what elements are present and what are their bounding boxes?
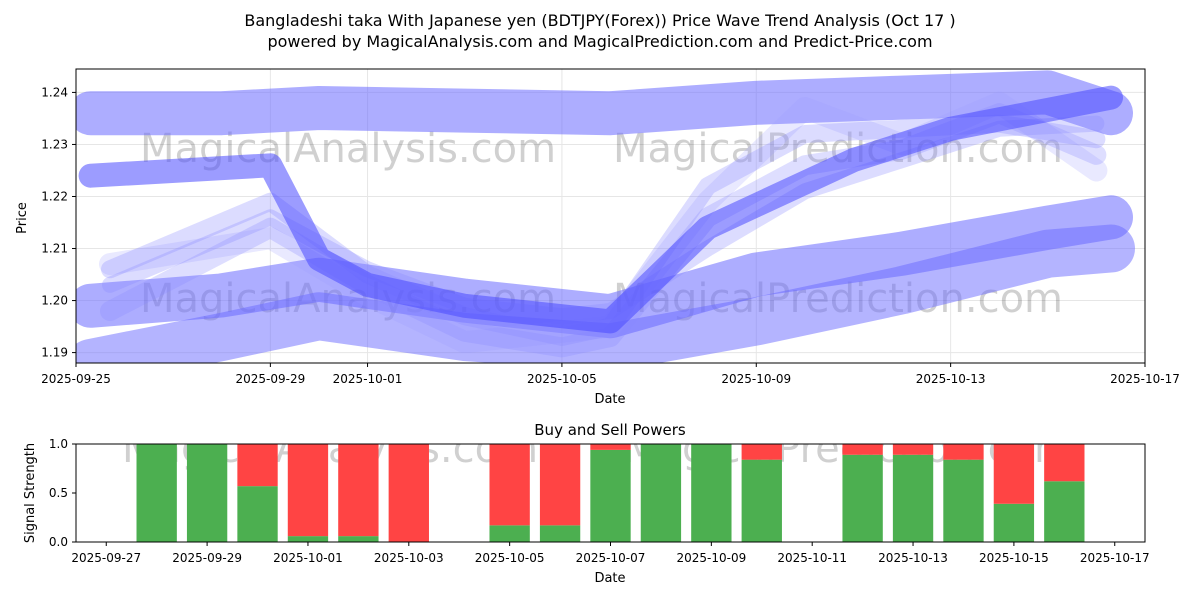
signal-bars	[136, 444, 1085, 542]
sell-bar	[287, 444, 329, 537]
signal-y-label: Signal Strength	[23, 443, 38, 543]
chart-title: Bangladeshi taka With Japanese yen (BDTJ…	[244, 11, 955, 30]
sell-bar	[993, 444, 1035, 504]
sell-bar	[943, 444, 984, 460]
signal-x-tick-label: 2025-10-17	[1080, 551, 1150, 565]
signal-x-tick-label: 2025-10-09	[676, 551, 746, 565]
price-y-tick-label: 1.24	[41, 85, 68, 99]
price-y-tick-label: 1.23	[41, 137, 68, 151]
price-x-tick-label: 2025-10-01	[333, 372, 403, 386]
price-plot-frame	[75, 68, 1146, 364]
buy-bar	[539, 525, 581, 542]
buy-bar	[640, 444, 682, 542]
price-x-label: Date	[594, 392, 625, 407]
signal-y-tick-label: 0.0	[49, 535, 68, 549]
price-y-tick-label: 1.20	[41, 294, 68, 308]
sell-bar	[1044, 444, 1085, 482]
price-series	[76, 70, 1135, 363]
sell-bar	[741, 444, 782, 460]
price-y-tick-label: 1.19	[41, 346, 68, 360]
buy-bar	[338, 536, 379, 542]
signal-x-tick-label: 2025-09-27	[71, 551, 141, 565]
signal-title: Buy and Sell Powers	[534, 421, 686, 439]
price-series-mid-upper-band	[78, 85, 1123, 334]
chart-subtitle: powered by MagicalAnalysis.com and Magic…	[267, 32, 932, 51]
sell-bar	[892, 444, 934, 455]
signal-x-tick-label: 2025-10-03	[374, 551, 444, 565]
price-y-tick-label: 1.22	[41, 189, 68, 203]
buy-bar	[1044, 481, 1085, 542]
signal-x-tick-label: 2025-10-01	[273, 551, 343, 565]
price-x-tick-label: 2025-10-09	[721, 372, 791, 386]
signal-x-tick-label: 2025-10-07	[576, 551, 646, 565]
buy-bar	[287, 536, 329, 542]
signal-x-tick-label: 2025-10-11	[777, 551, 847, 565]
sell-bar	[489, 444, 530, 526]
signal-x-tick-label: 2025-10-15	[979, 551, 1049, 565]
sell-bar	[338, 444, 379, 537]
buy-bar	[237, 486, 278, 542]
signal-x-tick-label: 2025-10-05	[475, 551, 545, 565]
sell-bar	[237, 444, 278, 487]
price-x-tick-label: 2025-10-13	[916, 372, 986, 386]
buy-bar	[691, 444, 732, 542]
watermark-analysis-signal: MagicalAnalysis.com	[122, 426, 538, 472]
price-y-tick-label: 1.21	[41, 242, 68, 256]
buy-bar	[590, 449, 631, 542]
price-x-tick-label: 2025-10-17	[1110, 372, 1180, 386]
buy-bar	[993, 503, 1035, 542]
signal-x-label: Date	[594, 571, 625, 586]
signal-x-tick-label: 2025-10-13	[878, 551, 948, 565]
buy-bar	[842, 454, 883, 542]
signal-y-tick-label: 0.5	[49, 486, 68, 500]
price-series-lowest-band	[76, 224, 1135, 363]
buy-bar	[741, 459, 782, 542]
buy-bar	[943, 459, 984, 542]
price-x-tick-label: 2025-09-25	[41, 372, 111, 386]
price-series-upper-band	[76, 70, 1133, 136]
sell-bar	[388, 444, 429, 542]
sell-bar	[842, 444, 883, 455]
buy-bar	[489, 525, 530, 542]
buy-bar	[136, 444, 177, 542]
sell-bar	[590, 444, 631, 450]
signal-x-tick-label: 2025-09-29	[172, 551, 242, 565]
signal-axes: 0.0 0.5 1.0 2025-09-27 2025-09-29 2025-10-01 2…	[49, 437, 1150, 565]
price-x-tick-label: 2025-09-29	[235, 372, 305, 386]
sell-bar	[539, 444, 581, 526]
price-y-label: Price	[15, 202, 30, 234]
signal-y-tick-label: 1.0	[49, 437, 68, 451]
buy-bar	[186, 444, 228, 542]
buy-bar	[892, 454, 934, 542]
price-x-tick-label: 2025-10-05	[527, 372, 597, 386]
price-axes: 1.19 1.20 1.21 1.22 1.23 1.24 2025-09-25 2025-0…	[41, 85, 1180, 386]
